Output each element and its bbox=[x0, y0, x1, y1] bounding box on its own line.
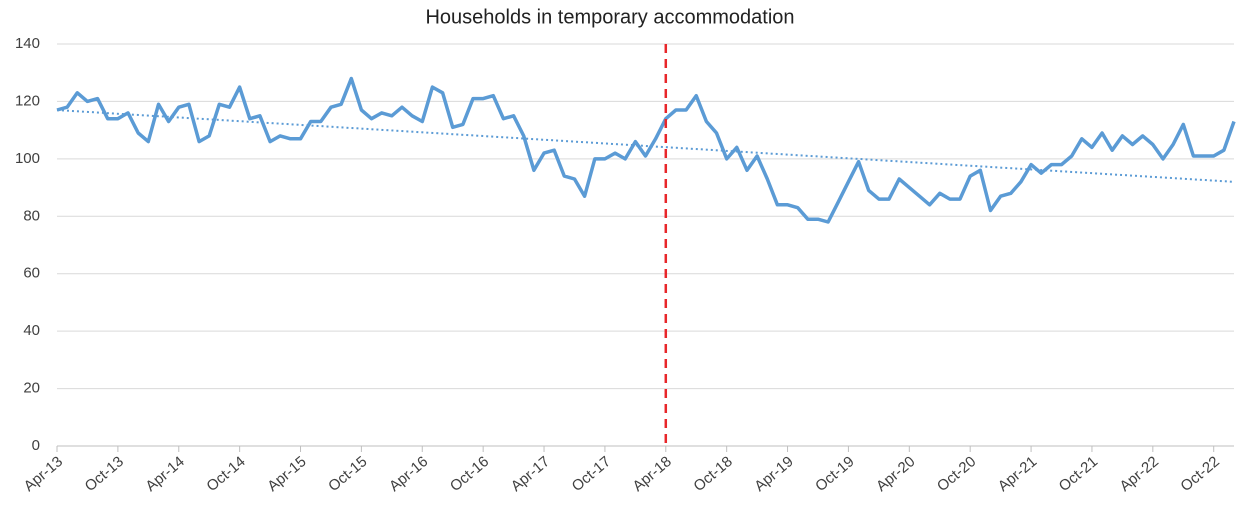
x-tick-label: Oct-14 bbox=[203, 453, 248, 495]
y-tick-label: 40 bbox=[23, 322, 40, 339]
x-tick-label: Apr-19 bbox=[751, 453, 796, 495]
x-tick-label: Apr-21 bbox=[995, 453, 1040, 495]
x-tick-label: Oct-19 bbox=[812, 453, 857, 495]
data-line bbox=[56, 76, 1236, 224]
x-tick-label: Oct-15 bbox=[325, 453, 370, 495]
x-tick-label: Oct-17 bbox=[569, 453, 614, 495]
y-tick-label: 20 bbox=[23, 380, 40, 397]
x-tick-label: Oct-18 bbox=[690, 453, 735, 495]
x-tick-label: Apr-13 bbox=[21, 453, 66, 495]
trend-line bbox=[56, 109, 1235, 183]
y-tick-label: 60 bbox=[23, 265, 40, 282]
x-tick-label: Apr-16 bbox=[386, 453, 431, 495]
x-tick-label: Apr-20 bbox=[873, 453, 918, 495]
x-tick-label: Oct-22 bbox=[1177, 453, 1222, 495]
x-tick-label: Oct-16 bbox=[447, 453, 492, 495]
x-tick-label: Apr-18 bbox=[629, 453, 674, 495]
x-tick-label: Oct-13 bbox=[82, 453, 127, 495]
x-tick-label: Oct-21 bbox=[1056, 453, 1101, 495]
x-tick-label: Apr-17 bbox=[508, 453, 553, 495]
x-tick-label: Apr-14 bbox=[142, 453, 187, 495]
y-tick-label: 80 bbox=[23, 207, 40, 224]
y-tick-label: 0 bbox=[32, 437, 40, 454]
x-tick-label: Apr-15 bbox=[264, 453, 309, 495]
y-tick-label: 120 bbox=[15, 92, 40, 109]
x-tick-label: Oct-20 bbox=[934, 453, 979, 495]
chart-title: Households in temporary accommodation bbox=[425, 6, 794, 28]
y-tick-label: 140 bbox=[15, 35, 40, 52]
y-tick-label: 100 bbox=[15, 150, 40, 167]
x-tick-label: Apr-22 bbox=[1117, 453, 1162, 495]
